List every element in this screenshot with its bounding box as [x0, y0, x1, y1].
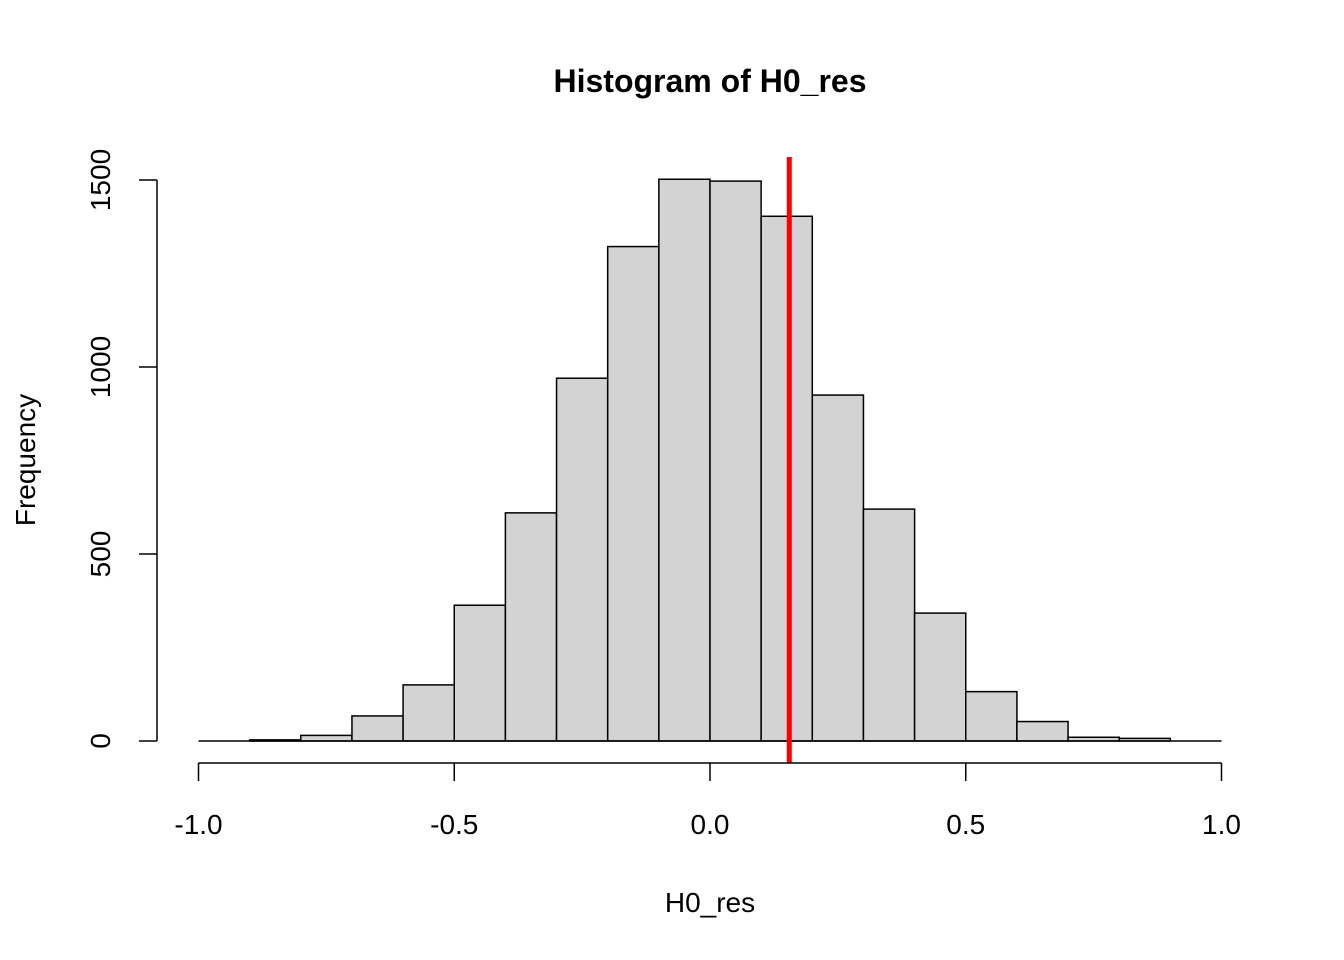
x-tick-label: -1.0: [174, 809, 222, 840]
y-tick-label: 0: [85, 733, 116, 749]
histogram-bars: [248, 178, 1172, 742]
x-tick-label: 1.0: [1202, 809, 1241, 840]
histogram-bar: [351, 715, 404, 742]
histogram-bar: [453, 604, 507, 742]
histogram-bar: [760, 215, 814, 742]
histogram-bar: [913, 612, 967, 742]
x-tick-label: 0.5: [946, 809, 985, 840]
histogram-bar: [402, 684, 456, 742]
histogram-bar: [555, 377, 609, 742]
y-axis: 0 500 1000 1500: [85, 149, 158, 749]
y-tick-label: 500: [85, 531, 116, 578]
histogram-bar: [965, 690, 1018, 742]
histogram-bar: [606, 245, 660, 742]
x-tick-label: 0.0: [691, 809, 730, 840]
x-axis: -1.0 -0.5 0.0 0.5 1.0: [174, 762, 1241, 840]
histogram-bar: [504, 512, 558, 742]
x-axis-label: H0_res: [665, 887, 755, 918]
histogram-bar: [300, 734, 353, 742]
chart-title: Histogram of H0_res: [554, 63, 867, 99]
histogram-bar: [658, 178, 711, 742]
y-tick-label: 1000: [85, 336, 116, 398]
y-axis-label: Frequency: [10, 394, 41, 526]
x-tick-label: -0.5: [430, 809, 478, 840]
y-tick-label: 1500: [85, 149, 116, 211]
histogram-bar: [1016, 720, 1069, 742]
histogram-bar: [862, 508, 916, 742]
histogram-bar: [709, 180, 762, 742]
histogram-bar: [811, 394, 865, 742]
